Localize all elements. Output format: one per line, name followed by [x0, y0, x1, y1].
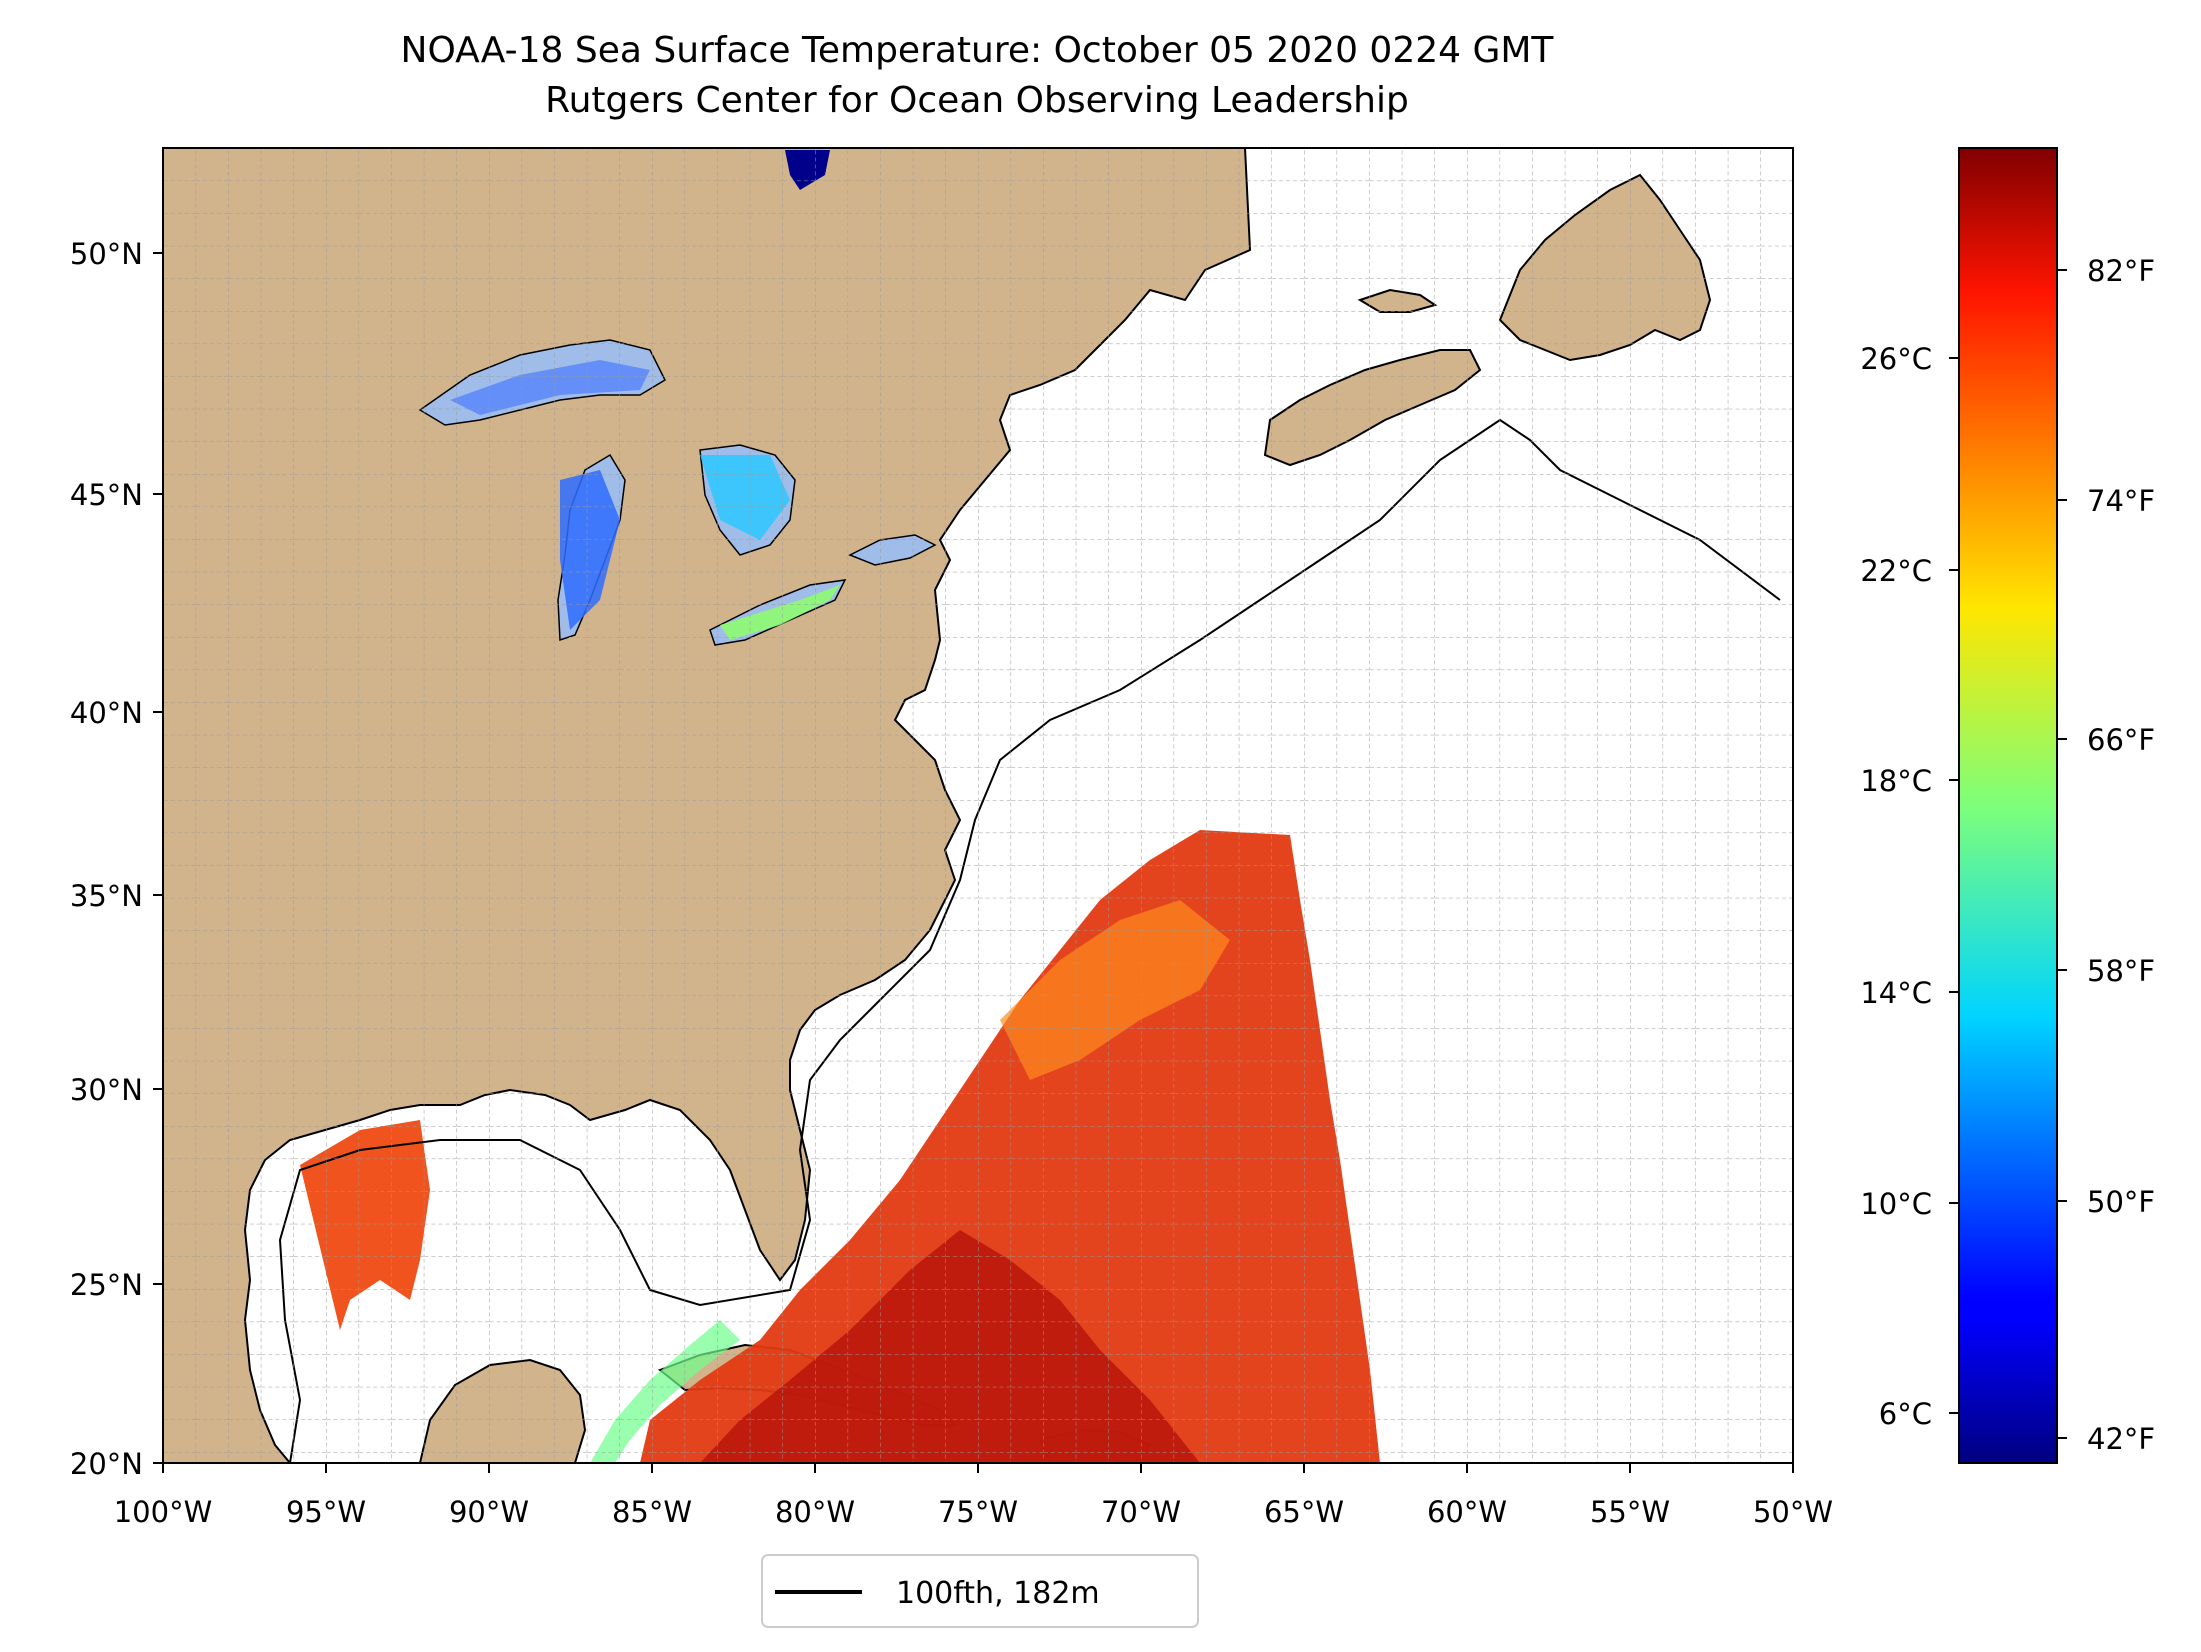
colorbar-c-tick: 14°C — [1860, 976, 1932, 1010]
x-tick-label: 100°W — [114, 1495, 213, 1529]
colorbar-f-tick: 58°F — [2087, 954, 2155, 988]
x-tick-label: 75°W — [938, 1495, 1018, 1529]
title-line-2: Rutgers Center for Ocean Observing Leade… — [545, 80, 1409, 121]
colorbar-c-tick: 22°C — [1860, 554, 1932, 588]
x-tick-label: 60°W — [1427, 1495, 1507, 1529]
title-line-1: NOAA-18 Sea Surface Temperature: October… — [401, 30, 1555, 71]
x-axis: 100°W 95°W 90°W 85°W 80°W 75°W 70°W 65°W… — [114, 1463, 1833, 1529]
y-tick-label: 30°N — [70, 1073, 143, 1107]
legend-label: 100fth, 182m — [896, 1576, 1100, 1611]
y-tick-label: 45°N — [70, 478, 143, 512]
x-tick-label: 90°W — [449, 1495, 529, 1529]
y-tick-label: 40°N — [70, 696, 143, 730]
legend: 100fth, 182m — [761, 1554, 1199, 1628]
x-tick-label: 80°W — [775, 1495, 855, 1529]
colorbar-f-tick: 66°F — [2087, 723, 2155, 757]
x-tick-label: 85°W — [612, 1495, 692, 1529]
colorbar-c-tick: 18°C — [1860, 764, 1932, 798]
x-tick-label: 55°W — [1590, 1495, 1670, 1529]
colorbar-c-tick: 6°C — [1879, 1397, 1932, 1431]
x-tick-label: 95°W — [286, 1495, 366, 1529]
x-tick-label: 70°W — [1101, 1495, 1181, 1529]
colorbar-f-tick: 82°F — [2087, 254, 2155, 288]
colorbar-f-tick: 74°F — [2087, 484, 2155, 518]
y-tick-label: 50°N — [70, 237, 143, 271]
y-tick-label: 35°N — [70, 879, 143, 913]
map-gridlines — [163, 148, 1793, 1463]
colorbar: 42°F 50°F 58°F 66°F 74°F 82°F 6°C 10°C 1… — [1860, 147, 2155, 1464]
x-tick-label: 50°W — [1753, 1495, 1833, 1529]
colorbar-c-tick: 10°C — [1860, 1187, 1932, 1221]
colorbar-gradient — [1958, 147, 2058, 1464]
colorbar-f-tick: 42°F — [2087, 1422, 2155, 1456]
colorbar-c-tick: 26°C — [1860, 342, 1932, 376]
x-tick-label: 65°W — [1264, 1495, 1344, 1529]
y-axis: 20°N 25°N 30°N 35°N 40°N 45°N 50°N — [70, 237, 163, 1481]
map-area — [163, 148, 1793, 1463]
legend-box — [761, 1554, 1199, 1628]
colorbar-f-tick: 50°F — [2087, 1185, 2155, 1219]
y-tick-label: 20°N — [70, 1447, 143, 1481]
y-tick-label: 25°N — [70, 1268, 143, 1302]
